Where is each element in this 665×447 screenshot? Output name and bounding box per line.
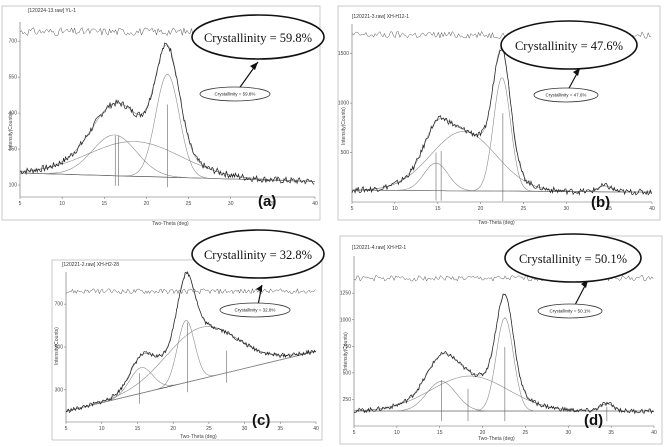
x-tick-label: 40: [313, 426, 319, 432]
x-tick-label: 25: [206, 426, 212, 432]
panel-d-file-title: [120221-4.raw] XH-H2-1: [352, 245, 406, 251]
x-tick-label: 30: [242, 426, 248, 432]
x-tick-label: 25: [523, 430, 529, 436]
x-tick-label: 35: [608, 430, 614, 436]
raw-diffraction-pattern: [353, 293, 654, 415]
y-tick-label: 300: [55, 387, 64, 393]
y-tick-label: 250: [343, 397, 352, 403]
x-tick-label: 5: [19, 201, 22, 207]
raw-diffraction-pattern: [65, 270, 316, 414]
panel-b: [120221-3.raw] XH-H12-1 Intensity(Counts…: [337, 5, 661, 226]
x-tick-label: 5: [65, 426, 68, 432]
x-tick-label: 35: [278, 426, 284, 432]
y-tick-label: 250: [9, 147, 18, 153]
x-tick-label: 15: [437, 430, 443, 436]
panel-c: [120221-2.raw] XH-H2-28 Intensity(Counts…: [51, 229, 325, 441]
x-tick-label: 15: [435, 206, 441, 212]
x-tick-label: 5: [351, 206, 354, 212]
y-tick-label: 1500: [338, 51, 349, 57]
x-tick-label: 15: [135, 426, 141, 432]
x-tick-label: 15: [102, 201, 108, 207]
panel-d-small-callout: [537, 303, 603, 319]
panel-a-arrow-head: [250, 62, 258, 70]
x-tick-label: 40: [649, 206, 655, 212]
x-tick-label: 5: [353, 430, 356, 436]
panel-a: [120224-13.raw] YL-1 Intensity(Counts) T…: [1, 5, 325, 227]
y-tick-label: 1250: [340, 291, 351, 297]
panel-c-crystallinity-text: Crystallinity = 32.8%: [204, 248, 312, 262]
panel-c-label: (c): [252, 412, 270, 429]
x-tick-label: 10: [99, 426, 105, 432]
panel-a-label: (a): [258, 193, 276, 210]
y-tick-label: 550: [9, 75, 18, 81]
panel-c-small-callout: [219, 302, 291, 318]
x-tick-label: 25: [186, 201, 192, 207]
panel-a-crystallinity-callout: [191, 14, 325, 60]
x-tick-label: 30: [228, 201, 234, 207]
panel-d: [120221-4.raw] XH-H2-1 Intensity(Counts)…: [339, 233, 663, 445]
panel-c-arrow-head: [256, 285, 262, 292]
residual-trace: [65, 287, 316, 295]
panel-b-arrow-head: [573, 68, 580, 76]
x-tick-label: 20: [170, 426, 176, 432]
panel-d-ylabel: Intensity(Counts): [343, 332, 349, 370]
panel-a-small-callout-text: Crystallinity = 59.8%: [215, 92, 256, 97]
y-tick-label: 100: [9, 183, 18, 189]
panel-b-file-title: [120221-3.raw] XH-H12-1: [352, 14, 409, 20]
x-tick-label: 40: [651, 430, 657, 436]
panel-d-small-callout-text: Crystallinity = 50.1%: [550, 309, 591, 314]
panel-c-frame: [51, 259, 323, 441]
y-tick-label: 400: [9, 111, 18, 117]
panel-b-crystallinity-text: Crystallinity = 47.6%: [515, 39, 623, 53]
x-tick-label: 25: [521, 206, 527, 212]
y-tick-label: 500: [343, 370, 352, 376]
panel-a-xlabel: Two-Theta (deg): [152, 221, 189, 227]
panel-a-ylabel: Intensity(Counts): [8, 112, 14, 150]
panel-d-xlabel: Two-Theta (deg): [478, 436, 515, 442]
y-tick-label: 500: [55, 345, 64, 351]
panel-b-label: (b): [591, 194, 610, 211]
panel-a-small-callout: [199, 86, 271, 102]
panel-c-file-title: [120221-2.raw] XH-H2-28: [62, 262, 119, 268]
panel-d-label: (d): [584, 412, 603, 429]
raw-diffraction-pattern: [19, 42, 315, 185]
x-tick-label: 10: [59, 201, 65, 207]
panel-a-crystallinity-text: Crystallinity = 59.8%: [204, 31, 312, 45]
panel-d-crystallinity-text: Crystallinity = 50.1%: [519, 252, 627, 266]
panel-c-plot: 5 10 15 20 25 30 35 40 300 500 700: [55, 270, 319, 432]
y-tick-label: 500: [341, 150, 350, 156]
x-tick-label: 30: [564, 206, 570, 212]
panel-b-ylabel: Intensity(Counts): [341, 107, 347, 145]
fitted-peak-3: [65, 319, 315, 412]
y-tick-label: 750: [343, 344, 352, 350]
panel-c-crystallinity-callout: [191, 229, 325, 279]
fitted-peak-3: [19, 74, 314, 182]
panel-d-crystallinity-callout: [504, 233, 642, 283]
x-tick-label: 20: [478, 206, 484, 212]
x-tick-label: 20: [480, 430, 486, 436]
x-tick-label: 10: [394, 430, 400, 436]
x-tick-label: 40: [312, 201, 318, 207]
x-tick-label: 10: [392, 206, 398, 212]
x-tick-label: 30: [566, 430, 572, 436]
panel-b-small-callout: [533, 87, 599, 103]
y-tick-label: 1000: [338, 101, 349, 107]
panel-b-small-callout-text: Crystallinity = 47.6%: [546, 93, 587, 98]
x-tick-label: 20: [144, 201, 150, 207]
panel-c-ylabel: Intensity(Counts): [54, 327, 60, 365]
panel-a-file-title: [120224-13.raw] YL-1: [28, 8, 76, 14]
x-tick-label: 35: [270, 201, 276, 207]
panel-b-crystallinity-callout: [500, 20, 638, 70]
y-tick-label: 700: [9, 39, 18, 45]
x-tick-label: 35: [606, 206, 612, 212]
panel-c-xlabel: Two-Theta (deg): [180, 434, 217, 440]
y-tick-label: 700: [55, 302, 64, 308]
panel-c-small-callout-text: Crystallinity = 32.8%: [235, 308, 276, 313]
y-tick-label: 1000: [340, 317, 351, 323]
panel-b-xlabel: Two-Theta (deg): [478, 220, 515, 226]
